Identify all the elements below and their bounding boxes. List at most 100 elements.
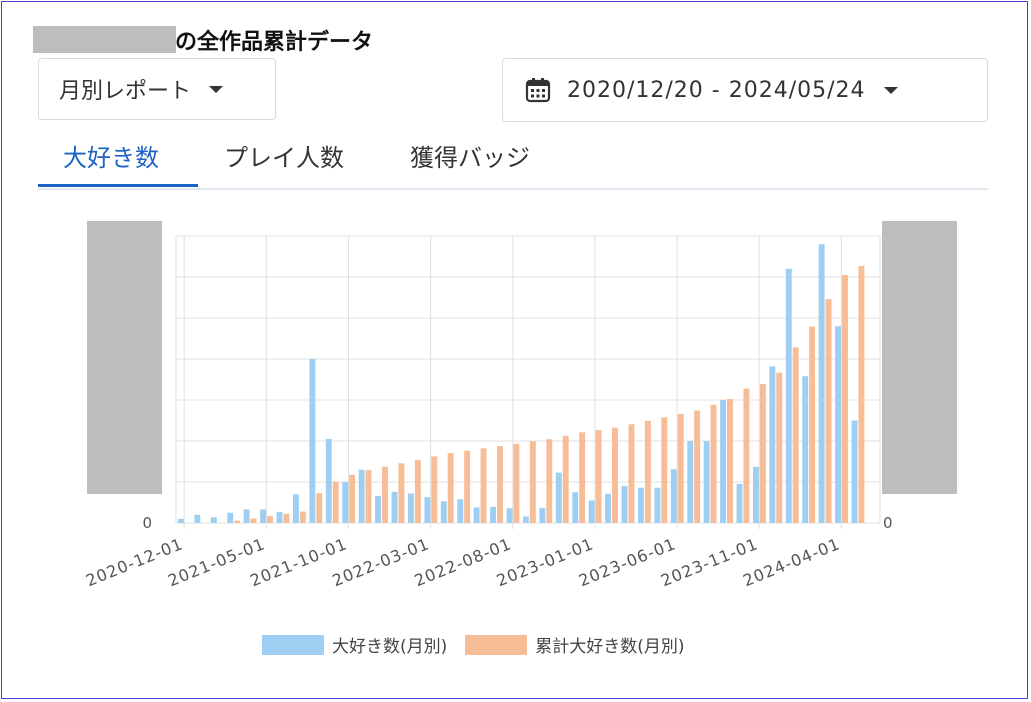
- bar-cumulative: [250, 518, 257, 523]
- bar-cumulative: [267, 516, 273, 523]
- y-left-zero-label: 0: [142, 514, 152, 532]
- bar-monthly: [851, 420, 858, 523]
- bar-monthly: [490, 507, 497, 523]
- bar-cumulative: [464, 450, 471, 523]
- bar-monthly: [670, 469, 677, 523]
- bar-cumulative: [480, 448, 487, 523]
- legend-swatch-cumulative: [465, 634, 528, 655]
- bar-cumulative: [612, 427, 618, 523]
- bar-cumulative: [792, 347, 799, 523]
- date-range-value: 2020/12/20 - 2024/05/24: [567, 77, 866, 103]
- bar-cumulative: [316, 493, 323, 523]
- bar-cumulative: [727, 399, 733, 523]
- bar-cumulative: [743, 388, 750, 523]
- legend-swatch-monthly: [262, 634, 324, 655]
- bar-monthly: [440, 501, 447, 523]
- bar-monthly: [621, 486, 628, 523]
- bar-cumulative: [661, 417, 668, 523]
- bar-monthly: [457, 499, 464, 523]
- bar-monthly: [325, 438, 332, 523]
- bar-monthly: [736, 484, 743, 523]
- bar-monthly: [720, 400, 727, 523]
- bar-cumulative: [677, 413, 684, 523]
- bar-monthly: [391, 491, 398, 523]
- bar-cumulative: [710, 404, 717, 523]
- bar-cumulative: [628, 424, 635, 523]
- bar-cumulative: [382, 466, 388, 523]
- bar-cumulative: [579, 432, 586, 523]
- bar-monthly: [835, 326, 842, 523]
- bar-monthly: [605, 493, 612, 523]
- bar-monthly: [375, 495, 382, 523]
- bar-monthly: [522, 516, 529, 523]
- bar-cumulative: [562, 435, 569, 523]
- redacted-left-axis: [87, 221, 162, 494]
- bar-monthly: [802, 376, 809, 523]
- bar-monthly: [588, 500, 595, 523]
- bar-cumulative: [842, 275, 848, 523]
- chevron-down-icon: [883, 86, 898, 94]
- y-right-zero-label: 0: [883, 514, 893, 532]
- bar-monthly: [785, 268, 792, 523]
- tab-favorites[interactable]: 大好き数: [63, 144, 159, 172]
- bar-monthly: [572, 492, 579, 523]
- bar-cumulative: [234, 520, 241, 523]
- chart-legend: 大好き数(月別) 累計大好き数(月別): [262, 632, 703, 657]
- chevron-down-icon: [209, 85, 224, 93]
- bar-monthly: [539, 507, 546, 523]
- report-select-value: 月別レポート: [59, 79, 192, 104]
- active-tab-indicator: [38, 184, 198, 187]
- bar-cumulative: [414, 459, 421, 523]
- bar-cumulative: [529, 441, 536, 523]
- bar-cumulative: [365, 470, 372, 523]
- bar-monthly: [194, 514, 201, 523]
- bar-monthly: [407, 493, 414, 523]
- bar-cumulative: [825, 299, 832, 523]
- date-range-picker[interactable]: 2020/12/20 - 2024/05/24: [502, 58, 988, 122]
- tab-bar: 大好き数 プレイ人数 獲得バッジ: [38, 130, 988, 190]
- bar-cumulative: [332, 481, 339, 523]
- bar-monthly: [227, 512, 234, 523]
- bar-monthly: [818, 244, 825, 523]
- bar-cumulative: [694, 410, 701, 523]
- bar-monthly: [210, 517, 217, 523]
- legend-item-monthly[interactable]: 大好き数(月別): [262, 632, 447, 657]
- legend-item-cumulative[interactable]: 累計大好き数(月別): [465, 632, 685, 657]
- bar-monthly: [243, 509, 250, 523]
- calendar-icon: [525, 77, 551, 103]
- bar-cumulative: [349, 474, 356, 523]
- bar-monthly: [703, 441, 710, 523]
- redacted-username: [33, 26, 176, 53]
- bar-monthly: [637, 487, 644, 523]
- legend-label-monthly: 大好き数(月別): [332, 637, 448, 657]
- bar-cumulative: [299, 511, 306, 523]
- bar-cumulative: [497, 446, 503, 523]
- tab-players[interactable]: プレイ人数: [224, 144, 344, 172]
- bar-cumulative: [644, 420, 651, 523]
- bar-monthly: [473, 507, 480, 523]
- legend-label-cumulative: 累計大好き数(月別): [535, 637, 685, 657]
- bar-monthly: [276, 511, 283, 523]
- bar-monthly: [506, 508, 513, 523]
- bar-monthly: [260, 509, 267, 523]
- bar-monthly: [752, 466, 759, 523]
- bar-cumulative: [858, 265, 865, 523]
- tab-badges[interactable]: 獲得バッジ: [410, 144, 530, 172]
- bar-cumulative: [447, 452, 454, 523]
- bar-monthly: [687, 441, 694, 523]
- bar-monthly: [292, 494, 299, 523]
- bar-cumulative: [513, 443, 520, 523]
- bar-cumulative: [776, 372, 783, 523]
- bar-monthly: [654, 487, 661, 523]
- bar-cumulative: [595, 430, 602, 523]
- page-title: の全作品累計データ: [175, 30, 374, 55]
- bar-monthly: [769, 366, 776, 523]
- bar-monthly: [358, 469, 365, 523]
- bar-monthly: [555, 472, 562, 523]
- bar-monthly: [177, 518, 184, 523]
- bar-monthly: [342, 482, 349, 523]
- report-select[interactable]: 月別レポート: [38, 58, 276, 120]
- bar-cumulative: [809, 326, 816, 523]
